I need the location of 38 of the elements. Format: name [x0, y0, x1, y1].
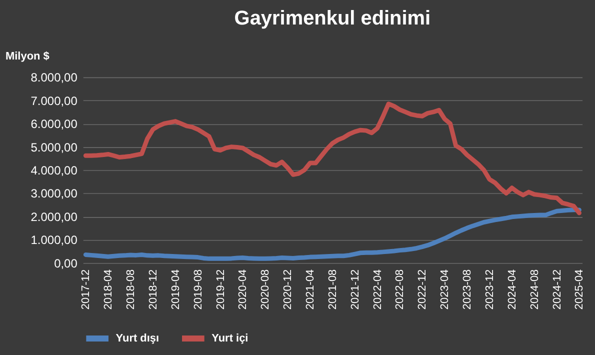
x-tick-label: 2018-12: [147, 269, 160, 310]
y-tick-label: 8.000,00: [30, 70, 78, 85]
x-tick-label: 2020-08: [260, 269, 272, 310]
y-tick-label: 6.000,00: [30, 117, 78, 132]
x-tick-label: 2023-08: [462, 269, 474, 310]
x-tick-label: 2021-04: [304, 269, 316, 310]
legend-label: Yurt içi: [212, 332, 248, 344]
x-tick-label: 2019-12: [214, 269, 227, 310]
y-tick-label: 2.000,00: [30, 210, 78, 224]
line-series: [83, 208, 582, 261]
x-tick-label: 2023-12: [484, 269, 496, 310]
x-tick-label: 2022-12: [416, 269, 429, 310]
y-axis-title: Milyon $: [5, 50, 50, 63]
x-tick-label: 2019-04: [170, 269, 182, 310]
chart-title: Gayrimenkul edinimi: [234, 7, 431, 30]
y-tick-label: 1.000,00: [30, 233, 78, 248]
x-tick-label: 2017-12: [80, 269, 92, 310]
y-tick-label: 0,00: [54, 256, 78, 270]
line-series: [83, 102, 582, 216]
x-tick-label: 2018-04: [102, 269, 115, 310]
y-tick-label: 3.000,00: [30, 186, 78, 201]
x-tick-label: 2022-04: [372, 269, 384, 310]
y-tick-label: 4.000,00: [30, 164, 78, 178]
x-tick-label: 2021-08: [326, 269, 339, 310]
x-tick-label: 2021-12: [349, 269, 362, 310]
x-tick-label: 2018-08: [125, 269, 138, 310]
x-tick-label: 2025-04: [574, 269, 586, 310]
x-tick-label: 2024-04: [506, 269, 518, 310]
x-tick-label: 2019-08: [192, 269, 204, 310]
x-tick-label: 2024-08: [528, 269, 541, 310]
x-tick-label: 2024-12: [551, 269, 564, 310]
y-tick-label: 5.000,00: [30, 140, 78, 154]
legend-label: Yurt dışı: [116, 332, 160, 344]
y-tick-label: 7.000,00: [30, 94, 78, 108]
x-tick-label: 2022-08: [394, 269, 406, 310]
x-tick-label: 2020-12: [282, 269, 294, 310]
x-tick-label: 2020-04: [237, 269, 250, 310]
x-tick-label: 2023-04: [439, 269, 452, 310]
